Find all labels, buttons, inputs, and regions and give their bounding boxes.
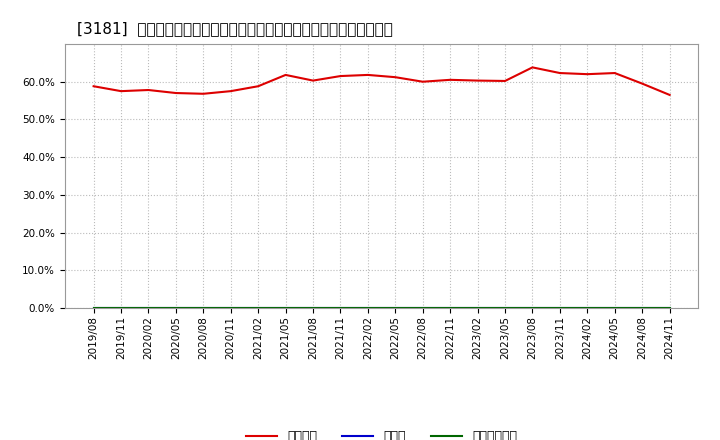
のれん [171,305,180,311]
自己資本 [226,88,235,94]
繰延税金資産 [528,305,537,311]
のれん [500,305,509,311]
自己資本 [336,73,345,79]
繰延税金資産 [583,305,592,311]
のれん [418,305,427,311]
繰延税金資産 [89,305,98,311]
繰延税金資産 [418,305,427,311]
自己資本 [665,92,674,98]
のれん [117,305,125,311]
繰延税金資産 [254,305,263,311]
繰延税金資産 [556,305,564,311]
繰延税金資産 [226,305,235,311]
繰延税金資産 [144,305,153,311]
のれん [638,305,647,311]
自己資本 [199,91,207,96]
繰延税金資産 [500,305,509,311]
自己資本 [254,84,263,89]
自己資本 [473,78,482,83]
繰延税金資産 [199,305,207,311]
自己資本 [282,72,290,77]
繰延税金資産 [336,305,345,311]
のれん [89,305,98,311]
のれん [199,305,207,311]
自己資本 [611,70,619,76]
繰延税金資産 [282,305,290,311]
Line: 自己資本: 自己資本 [94,67,670,95]
Text: [3181]  自己資本、のれん、繰延税金資産の総資産に対する比率の推移: [3181] 自己資本、のれん、繰延税金資産の総資産に対する比率の推移 [78,21,393,36]
繰延税金資産 [309,305,318,311]
自己資本 [89,84,98,89]
のれん [665,305,674,311]
繰延税金資産 [473,305,482,311]
自己資本 [391,74,400,80]
のれん [473,305,482,311]
のれん [528,305,537,311]
のれん [254,305,263,311]
自己資本 [144,88,153,93]
繰延税金資産 [446,305,454,311]
自己資本 [583,72,592,77]
自己資本 [528,65,537,70]
繰延税金資産 [638,305,647,311]
のれん [144,305,153,311]
自己資本 [309,78,318,83]
のれん [282,305,290,311]
のれん [309,305,318,311]
繰延税金資産 [391,305,400,311]
繰延税金資産 [117,305,125,311]
自己資本 [418,79,427,84]
のれん [556,305,564,311]
自己資本 [556,70,564,76]
のれん [391,305,400,311]
繰延税金資産 [364,305,372,311]
のれん [583,305,592,311]
繰延税金資産 [611,305,619,311]
自己資本 [117,88,125,94]
自己資本 [364,72,372,77]
自己資本 [500,78,509,84]
のれん [364,305,372,311]
自己資本 [446,77,454,82]
のれん [226,305,235,311]
繰延税金資産 [171,305,180,311]
Legend: 自己資本, のれん, 繰延税金資産: 自己資本, のれん, 繰延税金資産 [241,425,522,440]
自己資本 [638,81,647,86]
自己資本 [171,90,180,95]
のれん [336,305,345,311]
繰延税金資産 [665,305,674,311]
のれん [611,305,619,311]
のれん [446,305,454,311]
